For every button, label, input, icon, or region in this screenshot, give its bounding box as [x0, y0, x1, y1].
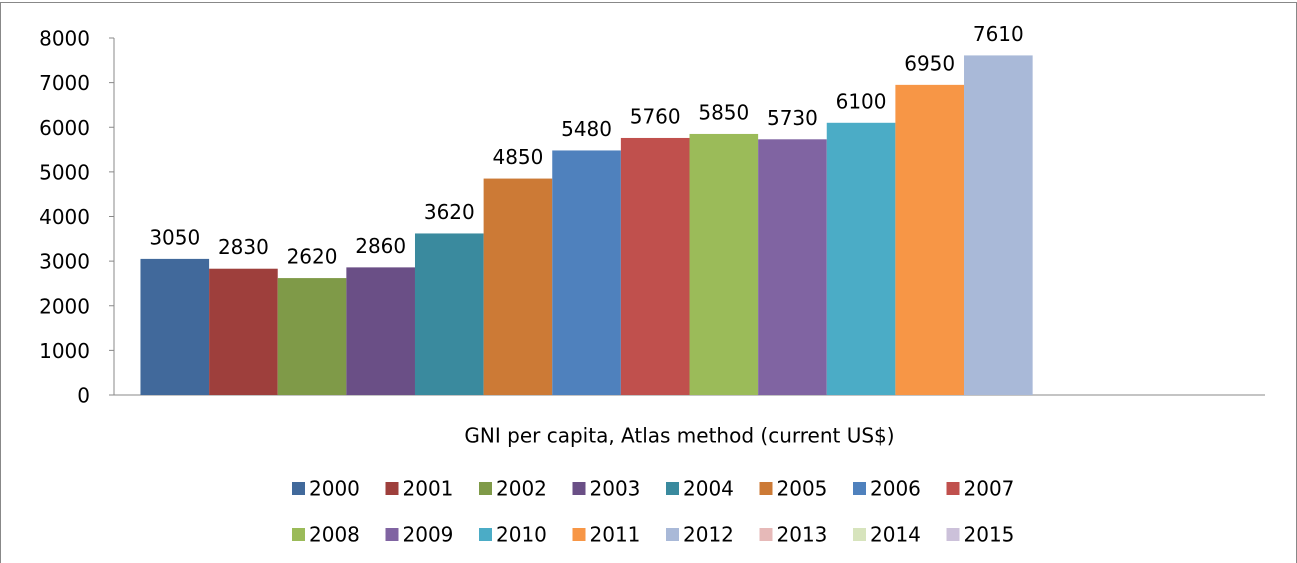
legend-swatch [572, 528, 586, 541]
data-label: 6100 [836, 89, 887, 113]
y-tick-label: 6000 [39, 116, 90, 140]
legend-label: 2009 [403, 523, 454, 547]
legend-swatch [666, 482, 679, 495]
bar [346, 267, 415, 395]
data-label: 5850 [698, 100, 749, 124]
data-label: 5760 [630, 104, 681, 128]
legend-label: 2001 [403, 477, 454, 501]
legend-label: 2000 [309, 477, 360, 501]
y-tick-label: 4000 [39, 205, 90, 229]
legend-label: 2004 [683, 477, 734, 501]
legend-label: 2010 [496, 523, 547, 547]
data-label: 3050 [149, 225, 200, 249]
data-label: 4850 [492, 145, 543, 169]
legend-swatch [479, 528, 492, 541]
legend-swatch [759, 528, 773, 541]
legend-label: 2002 [496, 477, 547, 501]
data-label: 7610 [973, 22, 1024, 46]
legend-swatch [385, 482, 399, 495]
legend-swatch [572, 482, 586, 495]
bar [758, 139, 827, 395]
data-label: 3620 [424, 200, 475, 224]
data-label: 5480 [561, 117, 612, 141]
legend-swatch [385, 528, 399, 541]
data-label: 6950 [904, 51, 955, 75]
legend-swatch [853, 528, 866, 541]
bar [689, 133, 759, 395]
y-tick-label: 7000 [39, 71, 90, 95]
bar [826, 122, 896, 395]
bar [964, 55, 1033, 396]
bar [277, 278, 347, 395]
legend-swatch [479, 482, 492, 495]
bar [620, 137, 690, 395]
bar [140, 258, 210, 395]
y-tick-label: 5000 [39, 160, 90, 184]
bar [414, 233, 484, 395]
legend-label: 2015 [964, 523, 1015, 547]
bar [209, 268, 278, 395]
data-label: 2620 [287, 245, 338, 269]
legend-label: 2011 [590, 523, 641, 547]
x-tick-label: GNI per capita, Atlas method (current US… [464, 424, 894, 448]
data-label: 2830 [218, 235, 269, 259]
legend-label: 2005 [777, 477, 828, 501]
bar [552, 150, 621, 395]
legend-swatch [946, 482, 960, 495]
data-label: 2860 [355, 234, 406, 258]
bar [895, 84, 965, 395]
legend-label: 2013 [777, 523, 828, 547]
y-tick-label: 2000 [39, 294, 90, 318]
legend-label: 2012 [683, 523, 734, 547]
data-label: 5730 [767, 106, 818, 130]
legend-swatch [853, 482, 866, 495]
legend-label: 2003 [590, 477, 641, 501]
bar [483, 178, 553, 395]
legend-label: 2014 [870, 523, 921, 547]
legend-swatch [292, 528, 305, 541]
legend-label: 2007 [964, 477, 1015, 501]
y-tick-label: 0 [77, 384, 90, 408]
legend-swatch [292, 482, 305, 495]
y-tick-label: 1000 [39, 339, 90, 363]
y-tick-label: 3000 [39, 250, 90, 274]
y-tick-label: 8000 [39, 27, 90, 51]
legend-label: 2008 [309, 523, 360, 547]
legend-swatch [946, 528, 960, 541]
legend-label: 2006 [870, 477, 921, 501]
legend-swatch [759, 482, 773, 495]
legend-swatch [666, 528, 679, 541]
